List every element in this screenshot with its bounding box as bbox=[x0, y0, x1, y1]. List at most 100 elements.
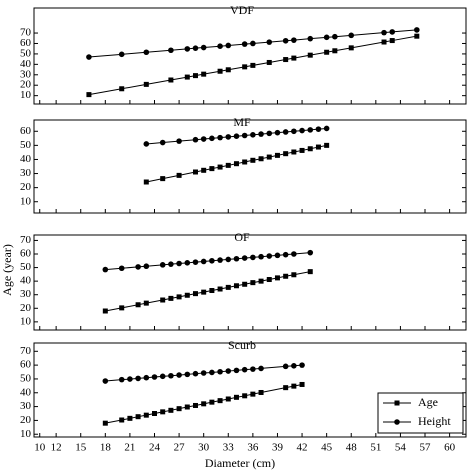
legend-marker bbox=[394, 400, 400, 406]
circle-marker bbox=[291, 251, 297, 257]
square-marker bbox=[324, 142, 330, 148]
x-tick-label: 51 bbox=[370, 442, 381, 454]
circle-marker bbox=[209, 369, 215, 376]
x-tick-label: 30 bbox=[198, 442, 210, 454]
circle-marker bbox=[217, 134, 223, 141]
circle-marker bbox=[258, 131, 264, 137]
circle-marker bbox=[184, 371, 191, 378]
circle-marker bbox=[241, 366, 248, 373]
y-tick-label: 70 bbox=[20, 234, 32, 246]
panel-title: OF bbox=[234, 230, 250, 244]
square-marker bbox=[192, 169, 198, 175]
circle-marker bbox=[217, 43, 223, 49]
circle-marker bbox=[323, 34, 330, 41]
circle-marker bbox=[176, 138, 182, 144]
series-line bbox=[105, 383, 303, 424]
circle-marker bbox=[86, 54, 92, 60]
series-line bbox=[105, 364, 303, 382]
plot-frame bbox=[33, 342, 467, 438]
square-marker bbox=[258, 389, 264, 395]
square-marker bbox=[225, 67, 231, 73]
circle-marker bbox=[225, 134, 232, 140]
circle-marker bbox=[307, 127, 314, 133]
y-tick-label: 20 bbox=[20, 414, 32, 426]
square-marker bbox=[209, 166, 215, 172]
square-marker bbox=[266, 277, 272, 283]
square-marker bbox=[102, 308, 108, 314]
y-tick-label: 70 bbox=[20, 27, 32, 39]
circle-marker bbox=[135, 375, 141, 382]
square-marker bbox=[192, 73, 198, 79]
square-marker bbox=[307, 52, 313, 58]
y-tick-label: 10 bbox=[20, 195, 32, 207]
circle-marker bbox=[143, 374, 150, 381]
square-marker bbox=[274, 275, 280, 281]
circle-marker bbox=[274, 252, 281, 259]
circle-marker bbox=[315, 126, 322, 132]
circle-marker bbox=[135, 264, 141, 270]
circle-marker bbox=[118, 51, 125, 58]
panel-title: MF bbox=[233, 115, 251, 129]
y-tick-label: 30 bbox=[20, 68, 32, 80]
square-marker bbox=[160, 176, 166, 182]
x-tick-label: 54 bbox=[395, 442, 407, 454]
square-marker bbox=[119, 86, 125, 92]
circle-marker bbox=[258, 253, 264, 260]
panel-title: VDF bbox=[230, 3, 254, 17]
square-marker bbox=[250, 391, 256, 397]
square-marker bbox=[201, 401, 207, 407]
circle-marker bbox=[291, 363, 297, 369]
circle-marker bbox=[217, 368, 223, 375]
circle-marker bbox=[332, 33, 338, 40]
square-marker bbox=[291, 149, 297, 155]
square-marker bbox=[184, 404, 190, 410]
square-marker bbox=[266, 59, 272, 65]
square-marker bbox=[250, 280, 256, 286]
square-marker bbox=[176, 406, 182, 412]
square-marker bbox=[381, 39, 387, 45]
y-tick-label: 70 bbox=[20, 345, 32, 357]
square-marker bbox=[143, 81, 149, 87]
square-marker bbox=[233, 283, 239, 289]
x-tick-label: 42 bbox=[297, 442, 308, 454]
circle-marker bbox=[241, 255, 248, 261]
circle-marker bbox=[176, 372, 182, 378]
circle-marker bbox=[323, 125, 330, 132]
square-marker bbox=[266, 154, 272, 160]
y-tick-label: 40 bbox=[20, 153, 32, 165]
circle-marker bbox=[102, 378, 109, 384]
square-marker bbox=[233, 394, 239, 400]
y-tick-label: 50 bbox=[20, 139, 32, 151]
circle-marker bbox=[233, 255, 240, 262]
plot-frame bbox=[33, 7, 467, 105]
square-marker bbox=[102, 420, 108, 426]
square-marker bbox=[217, 68, 223, 74]
square-marker bbox=[283, 151, 289, 157]
x-tick-label: 24 bbox=[149, 442, 161, 454]
y-axis-label: Age (year) bbox=[0, 244, 14, 296]
y-tick-label: 30 bbox=[20, 288, 32, 300]
square-marker bbox=[217, 286, 223, 292]
y-tick-label: 20 bbox=[20, 302, 32, 314]
legend-marker bbox=[394, 419, 400, 425]
square-marker bbox=[192, 291, 198, 297]
x-tick-label: 60 bbox=[444, 442, 456, 454]
circle-marker bbox=[200, 370, 207, 376]
x-tick-label: 33 bbox=[223, 442, 235, 454]
square-marker bbox=[143, 300, 149, 306]
circle-marker bbox=[192, 259, 199, 265]
circle-marker bbox=[274, 129, 281, 136]
x-tick-label: 10 bbox=[34, 442, 46, 454]
square-marker bbox=[160, 297, 166, 303]
square-marker bbox=[291, 383, 297, 389]
square-marker bbox=[201, 289, 207, 295]
circle-marker bbox=[299, 127, 305, 134]
square-marker bbox=[307, 146, 313, 152]
y-tick-label: 60 bbox=[20, 125, 32, 137]
y-tick-label: 40 bbox=[20, 58, 32, 70]
circle-marker bbox=[250, 366, 256, 372]
circle-marker bbox=[348, 32, 355, 39]
circle-marker bbox=[143, 49, 150, 56]
square-marker bbox=[209, 288, 215, 294]
series-line bbox=[105, 252, 311, 271]
